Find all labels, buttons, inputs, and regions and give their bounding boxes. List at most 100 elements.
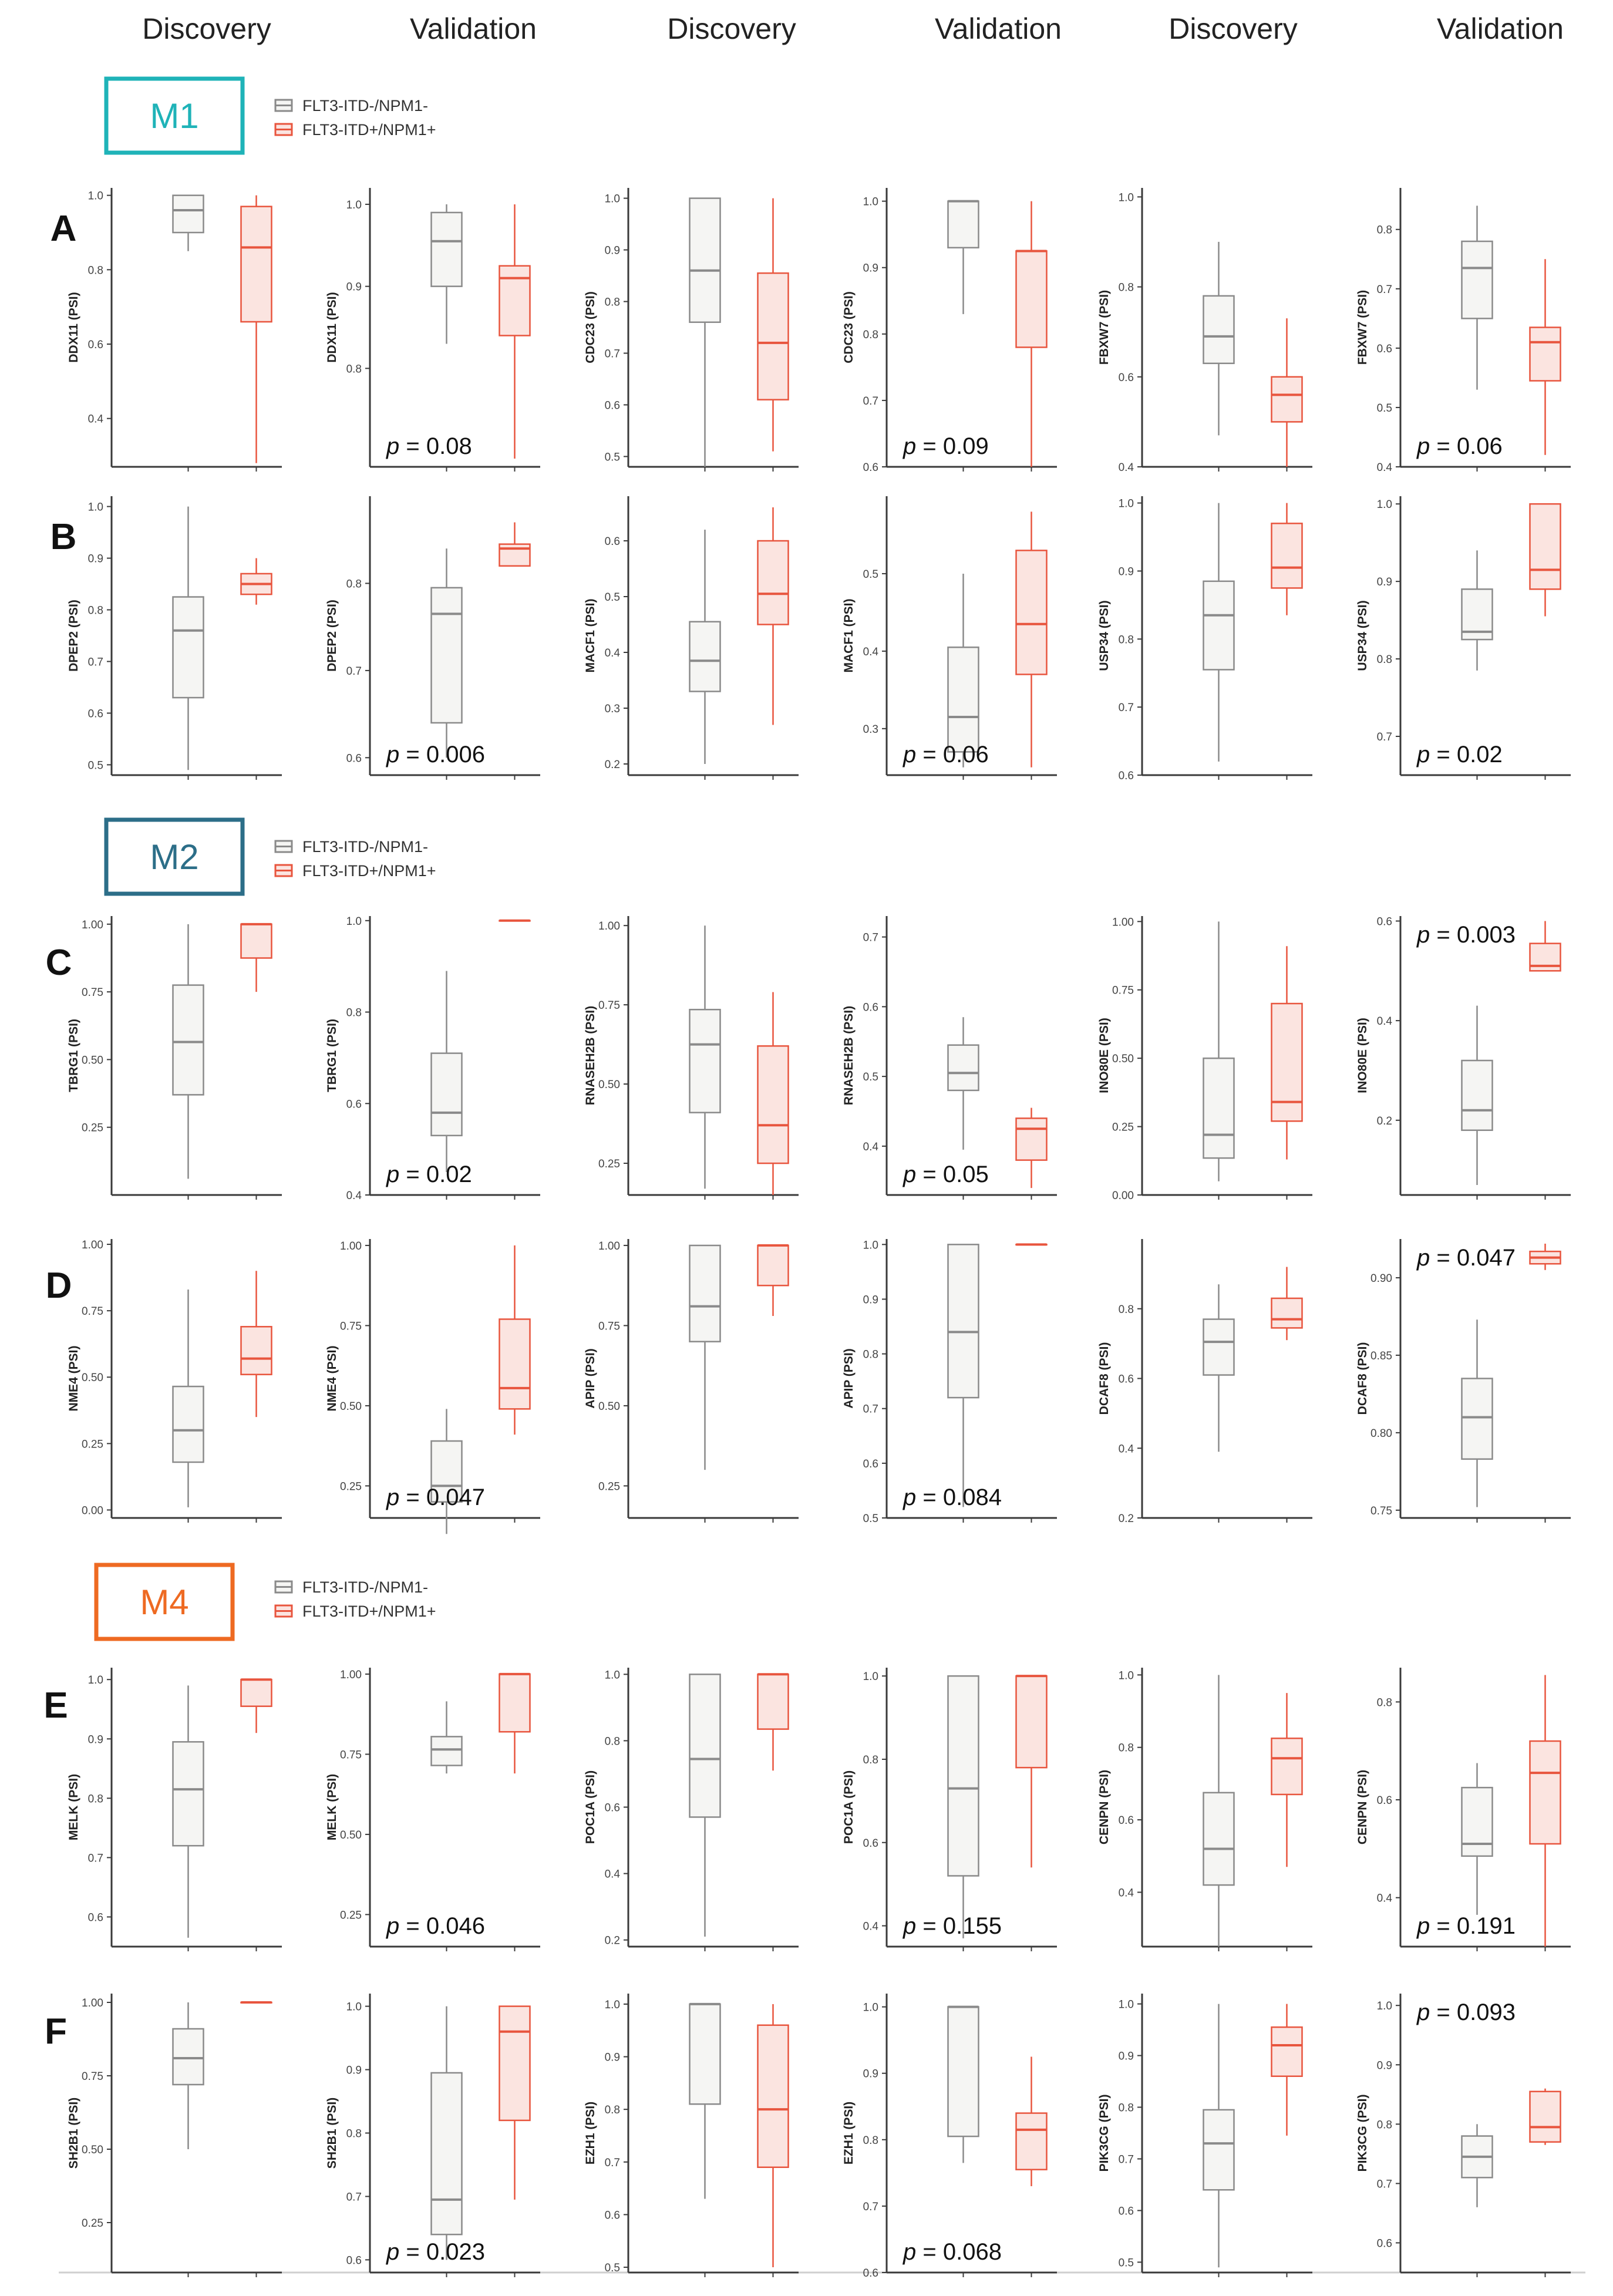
y-tick-label: 0.5 bbox=[605, 2262, 620, 2274]
y-axis-label: MACF1 (PSI) bbox=[842, 599, 856, 673]
y-tick-label: 0.6 bbox=[863, 462, 878, 474]
box-flt3-pos bbox=[1529, 1243, 1561, 1270]
y-axis-label: TBRG1 (PSI) bbox=[67, 1019, 80, 1092]
y-tick-label: 0.8 bbox=[346, 1007, 362, 1019]
panel-c1: 0.25 0.50 0.75 1.00 TBRG1 (PSI) bbox=[67, 916, 282, 1200]
iqr-box bbox=[1461, 1378, 1493, 1460]
p-value-label: p = 0.06 bbox=[1416, 433, 1503, 459]
y-tick-label: 0.6 bbox=[88, 339, 103, 351]
y-tick-label: 0.6 bbox=[605, 1802, 620, 1814]
box-flt3-neg bbox=[172, 924, 204, 1179]
y-tick-label: 0.8 bbox=[863, 2135, 878, 2147]
y-tick-label: 0.50 bbox=[598, 1079, 620, 1091]
row-label-e: E bbox=[43, 1685, 68, 1726]
box-flt3-pos bbox=[757, 2004, 789, 2268]
y-tick-label: 1.0 bbox=[1119, 498, 1134, 510]
y-tick-label: 0.25 bbox=[598, 1480, 620, 1493]
iqr-box bbox=[172, 2028, 204, 2086]
panel-e5: 0.4 0.6 0.8 1.0 CENPN (PSI) bbox=[1097, 1668, 1312, 1951]
legend-m4-text-1: FLT3-ITD-/NPM1- bbox=[302, 1578, 428, 1596]
y-tick-label: 0.7 bbox=[1119, 2153, 1134, 2166]
iqr-box bbox=[1015, 1675, 1048, 1769]
iqr-box bbox=[757, 1045, 789, 1164]
y-tick-label: 1.00 bbox=[82, 1997, 103, 2009]
y-tick-label: 0.9 bbox=[88, 1733, 103, 1746]
iqr-box bbox=[1015, 2112, 1048, 2170]
iqr-box bbox=[1203, 580, 1235, 671]
p-value-label: p = 0.003 bbox=[1416, 922, 1516, 948]
box-flt3-pos bbox=[1015, 201, 1048, 467]
box-flt3-pos bbox=[499, 2005, 531, 2200]
iqr-box bbox=[430, 1736, 463, 1766]
y-tick-label: 0.4 bbox=[1377, 1015, 1393, 1028]
iqr-box bbox=[1271, 523, 1303, 589]
y-tick-label: 0.4 bbox=[1377, 462, 1393, 474]
y-tick-label: 0.6 bbox=[1377, 343, 1392, 355]
y-tick-label: 0.8 bbox=[346, 578, 362, 590]
y-tick-label: 0.7 bbox=[1377, 731, 1392, 743]
y-axis-label: EZH1 (PSI) bbox=[842, 2102, 856, 2164]
y-tick-label: 1.00 bbox=[598, 1240, 620, 1253]
iqr-box bbox=[689, 1244, 721, 1342]
panel-e1: 0.6 0.7 0.8 0.9 1.0 MELK (PSI) bbox=[67, 1668, 282, 1951]
y-tick-label: 0.6 bbox=[346, 2254, 362, 2267]
panel-d4: 0.5 0.6 0.7 0.8 0.9 1.0 APIP (PSI) p = 0.084 bbox=[842, 1239, 1057, 1525]
y-tick-label: 0.4 bbox=[1119, 462, 1134, 474]
y-tick-label: 0.6 bbox=[605, 399, 620, 412]
box-flt3-neg bbox=[172, 2002, 204, 2149]
p-value-label: p = 0.006 bbox=[386, 742, 485, 767]
y-tick-label: 1.0 bbox=[1119, 1999, 1134, 2011]
y-tick-label: 0.75 bbox=[82, 1305, 103, 1318]
y-tick-label: 1.0 bbox=[88, 1674, 103, 1686]
y-axis-label: PIK3CG (PSI) bbox=[1097, 2095, 1111, 2172]
column-header-3: Discovery bbox=[667, 12, 796, 45]
panel-b5: 0.6 0.7 0.8 0.9 1.0 USP34 (PSI) bbox=[1097, 496, 1312, 782]
y-tick-label: 0.75 bbox=[598, 1320, 620, 1332]
y-tick-label: 0.50 bbox=[340, 1829, 362, 1841]
y-tick-label: 0.6 bbox=[1119, 1814, 1134, 1827]
group-m2-label: M2 bbox=[150, 837, 198, 877]
row-labels: A B C D E F bbox=[43, 208, 76, 2052]
y-tick-label: 0.8 bbox=[1377, 1696, 1392, 1709]
y-tick-label: 0.6 bbox=[88, 1911, 103, 1924]
iqr-box bbox=[947, 1044, 979, 1092]
y-tick-label: 0.8 bbox=[1119, 1742, 1134, 1755]
box-flt3-neg bbox=[1461, 206, 1493, 390]
y-tick-label: 0.9 bbox=[88, 553, 103, 565]
y-tick-label: 0.7 bbox=[605, 2157, 620, 2169]
iqr-box bbox=[1461, 1059, 1493, 1131]
y-tick-label: 1.0 bbox=[605, 193, 620, 206]
y-tick-label: 0.6 bbox=[1377, 2237, 1392, 2250]
iqr-box bbox=[1203, 1057, 1235, 1159]
box-flt3-pos bbox=[240, 195, 272, 463]
y-tick-label: 0.7 bbox=[863, 395, 878, 408]
y-tick-label: 0.00 bbox=[82, 1504, 103, 1517]
box-flt3-pos bbox=[240, 1271, 272, 1418]
row-label-d: D bbox=[46, 1265, 72, 1306]
box-flt3-neg bbox=[689, 2002, 721, 2199]
column-headers: Discovery Validation Discovery Validatio… bbox=[142, 12, 1564, 45]
row-label-b: B bbox=[50, 517, 77, 557]
box-flt3-pos bbox=[1529, 259, 1561, 455]
legend-m2-text-2: FLT3-ITD+/NPM1+ bbox=[302, 862, 436, 880]
y-axis-label: DCAF8 (PSI) bbox=[1097, 1342, 1111, 1415]
y-tick-label: 1.00 bbox=[598, 920, 620, 932]
y-tick-label: 0.4 bbox=[605, 1869, 621, 1881]
p-value-label: p = 0.047 bbox=[1416, 1245, 1516, 1271]
y-tick-label: 1.0 bbox=[346, 199, 362, 211]
y-tick-label: 0.75 bbox=[340, 1320, 362, 1332]
y-tick-label: 0.8 bbox=[863, 329, 878, 341]
iqr-box bbox=[430, 1052, 463, 1137]
panel-c6: 0.2 0.4 0.6 INO80E (PSI) p = 0.003 bbox=[1356, 915, 1571, 1200]
y-tick-label: 0.8 bbox=[1377, 224, 1392, 237]
panel-b2: 0.6 0.7 0.8 DPEP2 (PSI) p = 0.006 bbox=[325, 496, 540, 780]
box-flt3-pos bbox=[240, 558, 272, 605]
box-flt3-neg bbox=[1203, 503, 1235, 762]
y-axis-label: EZH1 (PSI) bbox=[584, 2102, 597, 2164]
box-flt3-pos bbox=[1271, 1693, 1303, 1867]
y-axis-label: MELK (PSI) bbox=[67, 1774, 80, 1840]
y-tick-label: 1.0 bbox=[1119, 191, 1134, 204]
box-flt3-pos bbox=[757, 992, 789, 1195]
y-tick-label: 1.0 bbox=[605, 1999, 620, 2011]
y-tick-label: 0.7 bbox=[1377, 284, 1392, 296]
